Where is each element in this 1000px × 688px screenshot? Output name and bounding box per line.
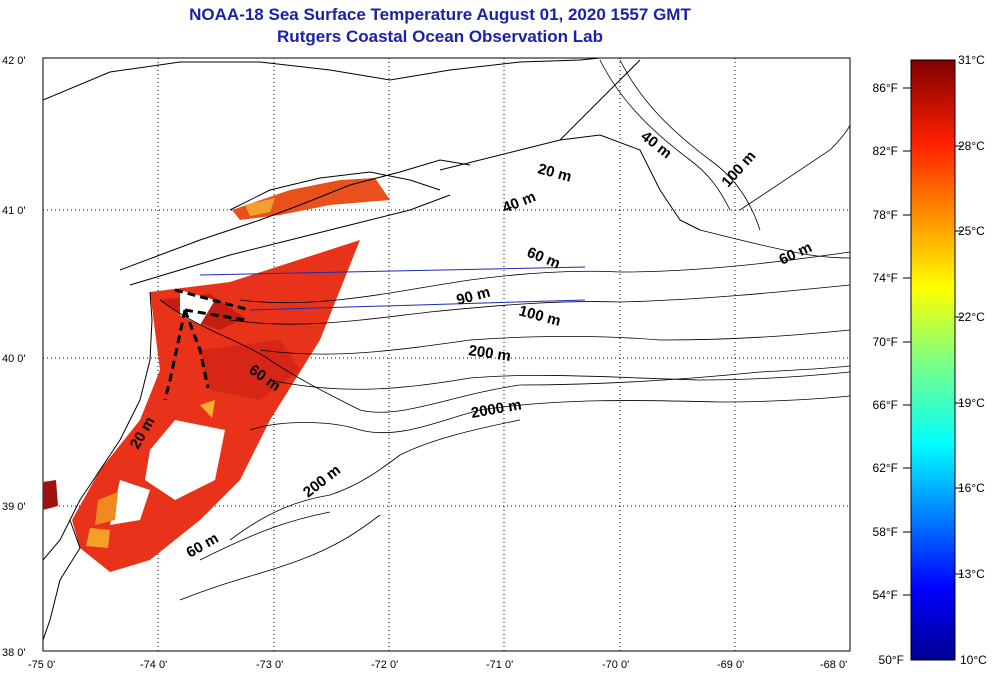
fahrenheit-label: 86°F bbox=[873, 81, 898, 95]
fahrenheit-label: 70°F bbox=[873, 335, 898, 349]
lon-tick-label: -69 0' bbox=[717, 659, 744, 671]
colorbar-c-ticks bbox=[955, 145, 963, 575]
celsius-label: 25°C bbox=[958, 224, 985, 238]
fahrenheit-label: 58°F bbox=[873, 525, 898, 539]
lon-tick-label: -70 0' bbox=[602, 659, 629, 671]
latitude-axis: 38 0' 39 0' 40 0' 41 0' 42 0' bbox=[2, 55, 26, 659]
colorbar-gradient bbox=[910, 59, 956, 661]
lat-tick-label: 39 0' bbox=[2, 501, 26, 513]
fahrenheit-label: 54°F bbox=[873, 588, 898, 602]
coastline bbox=[43, 58, 701, 641]
transect-lines bbox=[199, 266, 586, 311]
bathymetry-contours bbox=[159, 59, 850, 601]
lon-tick-label: -73 0' bbox=[256, 659, 283, 671]
sst-swath bbox=[43, 178, 390, 572]
lat-tick-label: 38 0' bbox=[2, 647, 26, 659]
lon-tick-label: -74 0' bbox=[140, 659, 167, 671]
celsius-label: 22°C bbox=[958, 310, 985, 324]
fahrenheit-label: 66°F bbox=[873, 398, 898, 412]
celsius-label: 19°C bbox=[958, 396, 985, 410]
lon-tick-label: -72 0' bbox=[371, 659, 398, 671]
lon-tick-label: -68 0' bbox=[820, 659, 847, 671]
fahrenheit-label: 74°F bbox=[873, 271, 898, 285]
celsius-label: 31°C bbox=[958, 53, 985, 67]
lat-tick-label: 41 0' bbox=[2, 205, 26, 217]
lon-tick-label: -75 0' bbox=[28, 659, 55, 671]
glider-track bbox=[163, 288, 251, 401]
colorbar-celsius-labels: 31°C 28°C 25°C 22°C 19°C 16°C 13°C 10°C bbox=[958, 53, 987, 667]
lat-tick-label: 40 0' bbox=[2, 353, 26, 365]
celsius-label: 16°C bbox=[958, 481, 985, 495]
map-title: NOAA-18 Sea Surface Temperature August 0… bbox=[189, 5, 691, 24]
fahrenheit-label: 82°F bbox=[873, 144, 898, 158]
colorbar-fahrenheit-labels: 86°F 82°F 78°F 74°F 70°F 66°F 62°F 58°F … bbox=[873, 81, 904, 667]
colorbar-f-ticks bbox=[903, 87, 911, 596]
lon-tick-label: -71 0' bbox=[486, 659, 513, 671]
fahrenheit-label: 78°F bbox=[873, 208, 898, 222]
contour-label: 200 m bbox=[467, 342, 511, 365]
celsius-label: 10°C bbox=[960, 653, 987, 667]
colorbar: 86°F 82°F 78°F 74°F 70°F 66°F 62°F 58°F … bbox=[873, 53, 988, 667]
celsius-label: 28°C bbox=[958, 139, 985, 153]
lat-tick-label: 42 0' bbox=[2, 55, 26, 67]
fahrenheit-label: 50°F bbox=[879, 653, 904, 667]
longitude-axis: -75 0' -74 0' -73 0' -72 0' -71 0' -70 0… bbox=[28, 659, 847, 671]
map-subtitle: Rutgers Coastal Ocean Observation Lab bbox=[277, 27, 603, 46]
celsius-label: 13°C bbox=[958, 567, 985, 581]
fahrenheit-label: 62°F bbox=[873, 461, 898, 475]
